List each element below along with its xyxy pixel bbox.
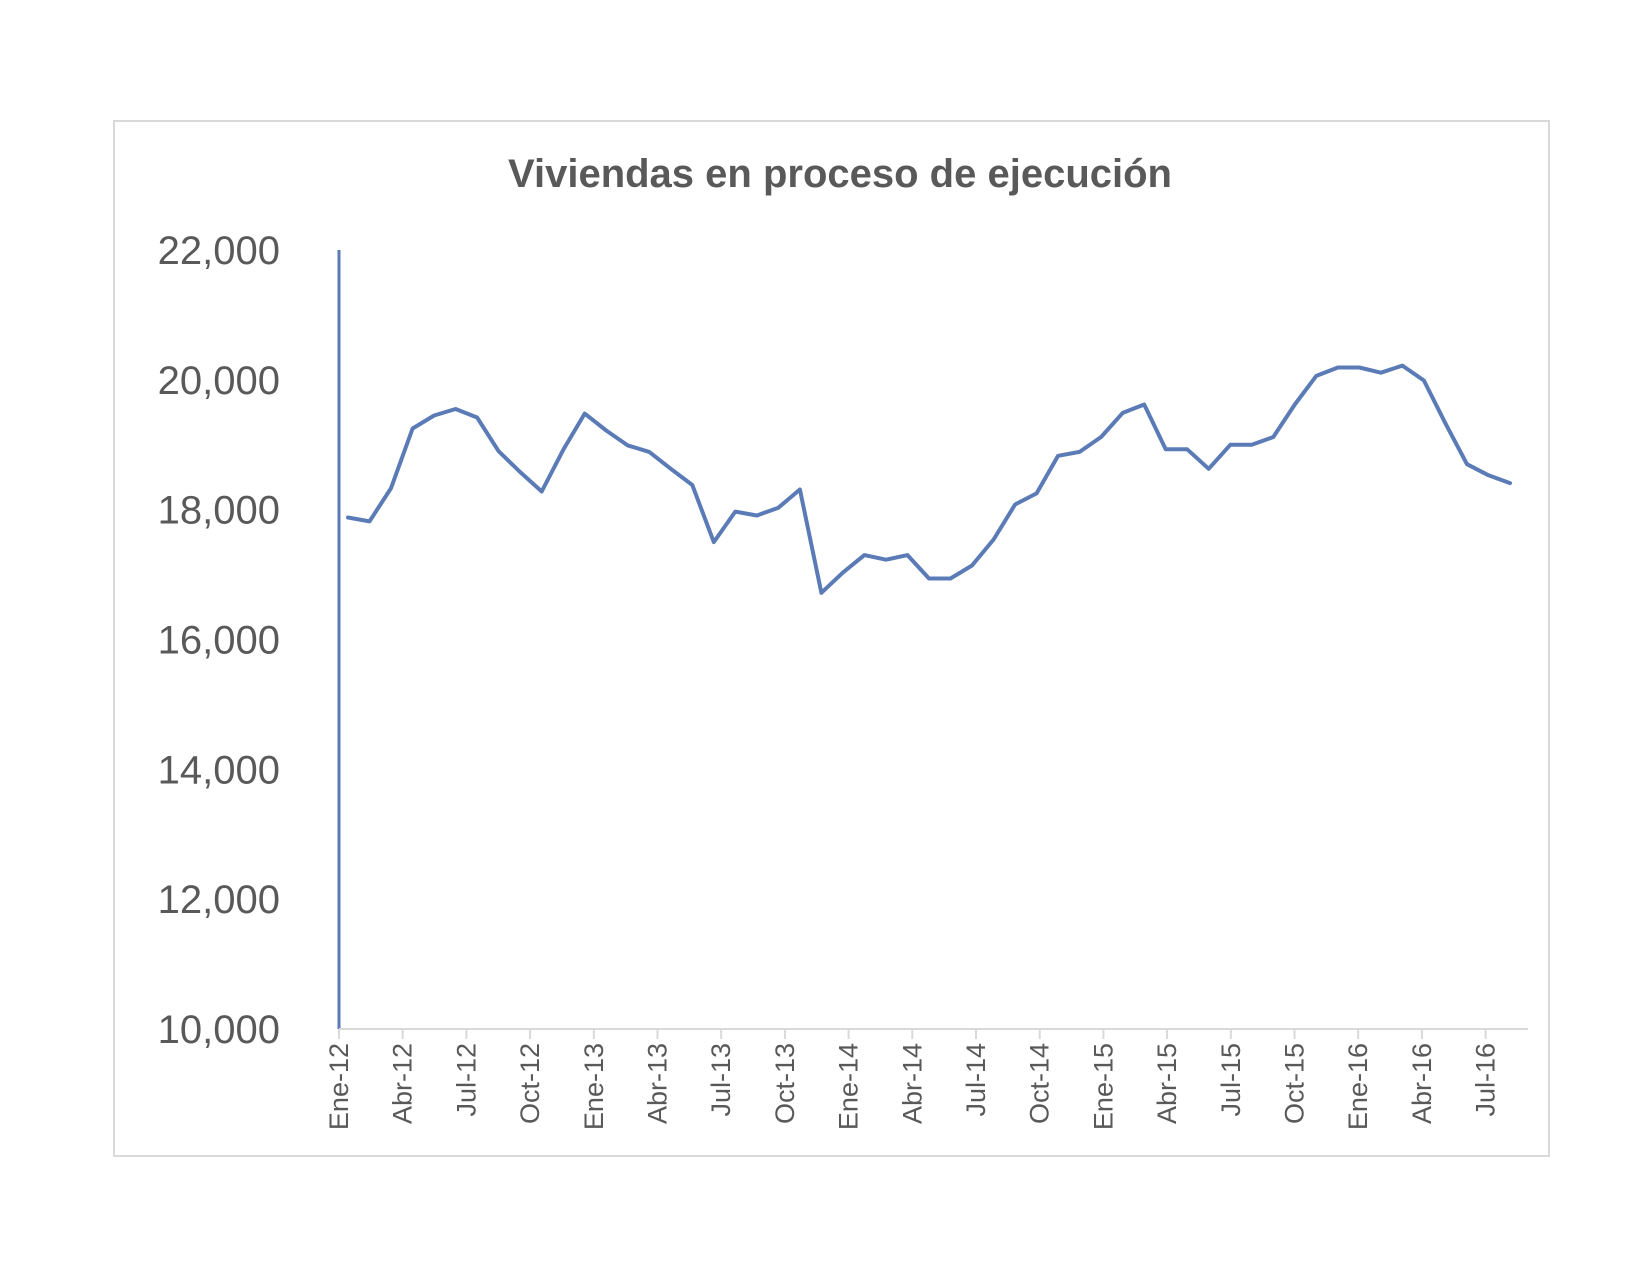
x-tick-label: Ene-15: [1088, 1043, 1118, 1130]
x-axis-ticks: [338, 1029, 1487, 1039]
y-tick-label: 10,000: [158, 1008, 280, 1052]
x-tick-label: Ene-12: [324, 1043, 354, 1130]
chart-frame: Viviendas en proceso de ejecución 10,000…: [113, 120, 1550, 1157]
y-tick-label: 12,000: [158, 878, 280, 922]
x-tick-label: Jul-13: [706, 1043, 736, 1117]
y-tick-label: 20,000: [158, 359, 280, 403]
x-tick-label: Ene-14: [834, 1043, 864, 1130]
series-line: [346, 363, 1512, 595]
y-axis-labels: 10,000 12,000 14,000 16,000 18,000 20,000 22,0…: [158, 229, 280, 1052]
x-tick-label: Abr-15: [1152, 1043, 1182, 1124]
x-tick-label: Jul-15: [1216, 1043, 1246, 1117]
x-axis-labels: Ene-12 Abr-12 Jul-12 Oct-12 Ene-13 Abr-13 Jul-…: [324, 1043, 1501, 1130]
x-tick-label: Ene-13: [579, 1043, 609, 1130]
x-tick-label: Oct-12: [515, 1043, 545, 1124]
x-tick-label: Abr-14: [897, 1043, 927, 1124]
y-tick-label: 22,000: [158, 229, 280, 273]
y-tick-label: 16,000: [158, 619, 280, 663]
line-chart: Viviendas en proceso de ejecución 10,000…: [158, 152, 1528, 1130]
x-tick-label: Ene-16: [1343, 1043, 1373, 1130]
x-tick-label: Oct-15: [1280, 1043, 1310, 1124]
x-tick-label: Jul-12: [451, 1043, 481, 1117]
x-tick-label: Jul-16: [1471, 1043, 1501, 1117]
x-tick-label: Oct-14: [1025, 1043, 1055, 1124]
y-tick-label: 18,000: [158, 489, 280, 533]
x-tick-label: Abr-16: [1407, 1043, 1437, 1124]
x-tick-label: Abr-13: [643, 1043, 673, 1124]
x-tick-label: Oct-13: [770, 1043, 800, 1124]
x-tick-label: Jul-14: [961, 1043, 991, 1117]
x-tick-label: Abr-12: [388, 1043, 418, 1124]
y-tick-label: 14,000: [158, 748, 280, 792]
chart-title: Viviendas en proceso de ejecución: [508, 152, 1172, 196]
